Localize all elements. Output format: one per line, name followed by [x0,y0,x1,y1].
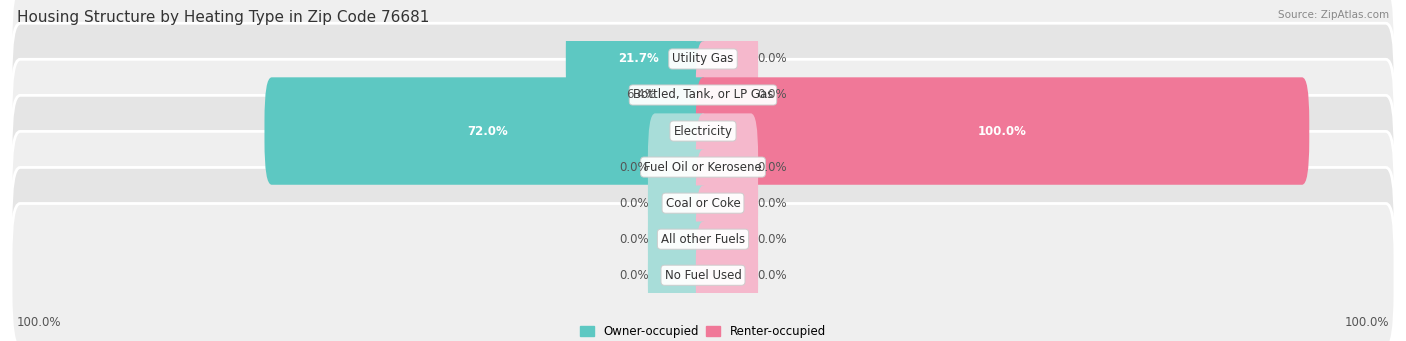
Text: Bottled, Tank, or LP Gas: Bottled, Tank, or LP Gas [633,89,773,102]
FancyBboxPatch shape [264,77,710,185]
FancyBboxPatch shape [11,0,1395,131]
Text: 100.0%: 100.0% [979,124,1026,137]
Text: 0.0%: 0.0% [756,197,786,210]
FancyBboxPatch shape [648,113,710,221]
FancyBboxPatch shape [696,113,758,221]
FancyBboxPatch shape [696,222,758,329]
Text: 0.0%: 0.0% [756,89,786,102]
Text: 0.0%: 0.0% [620,197,650,210]
Legend: Owner-occupied, Renter-occupied: Owner-occupied, Renter-occupied [575,321,831,341]
Text: 0.0%: 0.0% [620,233,650,246]
Text: 0.0%: 0.0% [756,161,786,174]
Text: 0.0%: 0.0% [756,53,786,65]
FancyBboxPatch shape [11,167,1395,311]
Text: 0.0%: 0.0% [620,269,650,282]
FancyBboxPatch shape [696,5,758,113]
FancyBboxPatch shape [658,41,710,149]
FancyBboxPatch shape [11,95,1395,239]
FancyBboxPatch shape [11,204,1395,341]
Text: Utility Gas: Utility Gas [672,53,734,65]
Text: Source: ZipAtlas.com: Source: ZipAtlas.com [1278,10,1389,20]
Text: 0.0%: 0.0% [620,161,650,174]
FancyBboxPatch shape [648,222,710,329]
FancyBboxPatch shape [565,5,710,113]
Text: No Fuel Used: No Fuel Used [665,269,741,282]
Text: 6.4%: 6.4% [626,89,655,102]
FancyBboxPatch shape [696,149,758,257]
FancyBboxPatch shape [696,186,758,293]
Text: Coal or Coke: Coal or Coke [665,197,741,210]
Text: Electricity: Electricity [673,124,733,137]
Text: Fuel Oil or Kerosene: Fuel Oil or Kerosene [644,161,762,174]
Text: 21.7%: 21.7% [617,53,658,65]
FancyBboxPatch shape [696,41,758,149]
FancyBboxPatch shape [648,186,710,293]
Text: 100.0%: 100.0% [17,316,62,329]
Text: 100.0%: 100.0% [1344,316,1389,329]
FancyBboxPatch shape [11,59,1395,203]
Text: 72.0%: 72.0% [467,124,508,137]
FancyBboxPatch shape [11,131,1395,275]
Text: 0.0%: 0.0% [756,233,786,246]
FancyBboxPatch shape [11,23,1395,167]
FancyBboxPatch shape [696,77,1309,185]
Text: Housing Structure by Heating Type in Zip Code 76681: Housing Structure by Heating Type in Zip… [17,10,429,25]
Text: 0.0%: 0.0% [756,269,786,282]
Text: All other Fuels: All other Fuels [661,233,745,246]
FancyBboxPatch shape [648,149,710,257]
